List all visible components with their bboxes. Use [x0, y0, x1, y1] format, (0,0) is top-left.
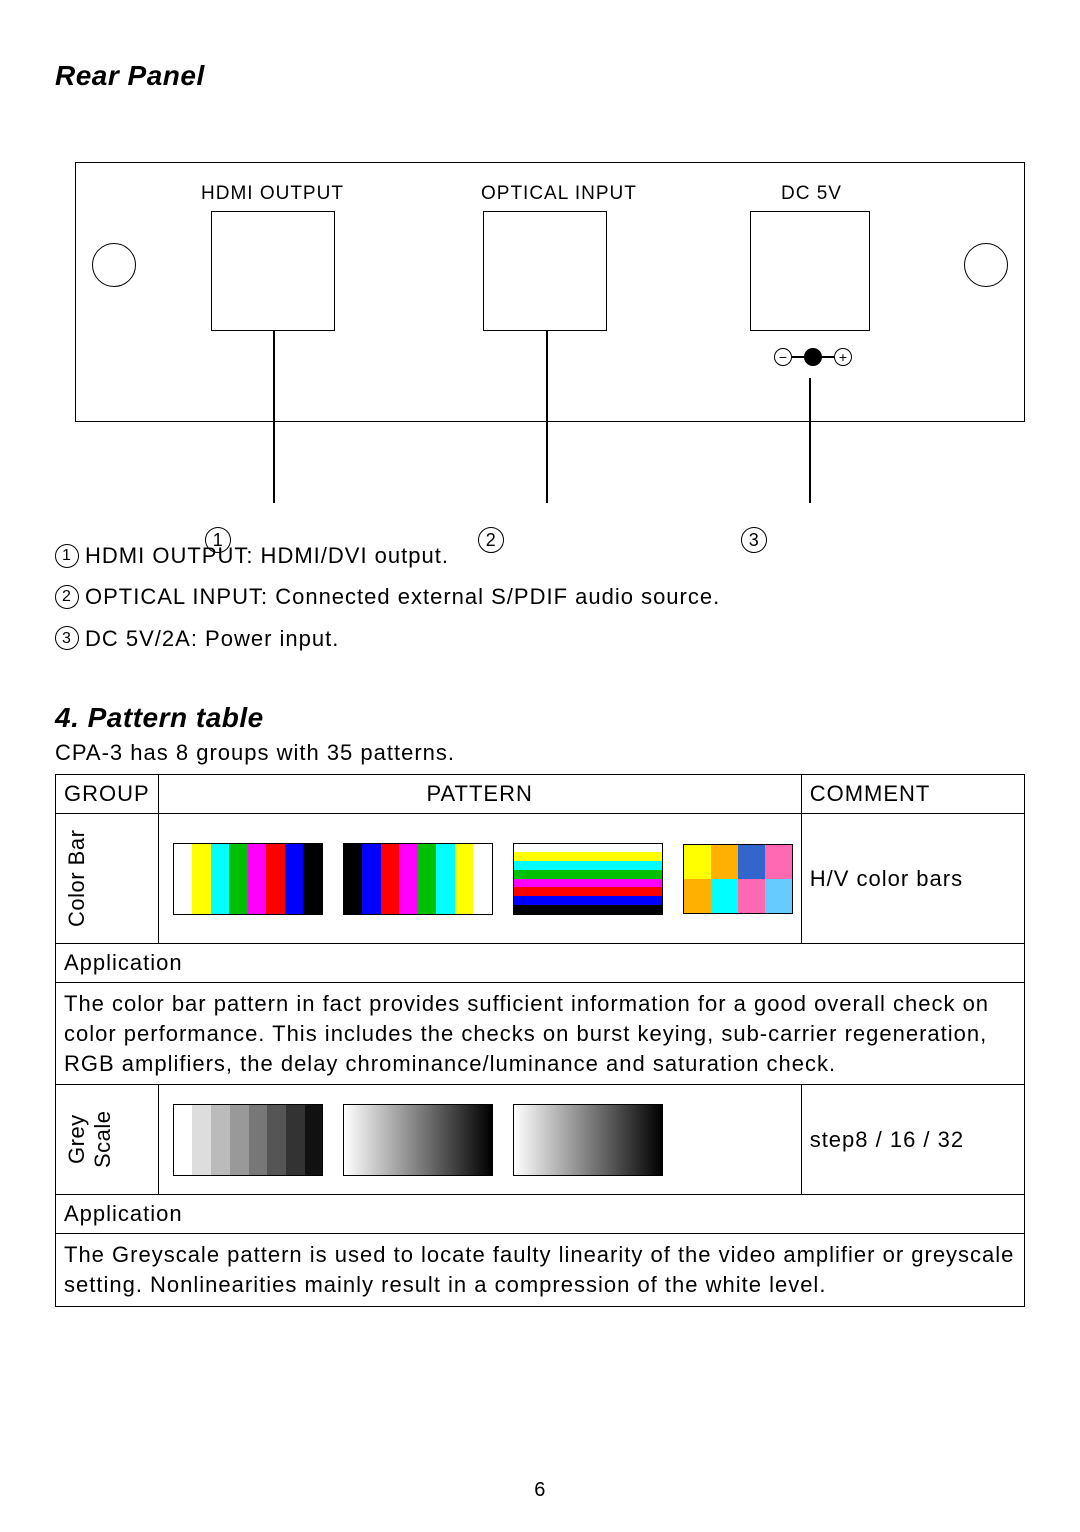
callout-number-3: 3 — [741, 527, 767, 553]
legend-text-3: DC 5V/2A: Power input. — [85, 620, 339, 657]
dc-port-rect — [750, 211, 870, 331]
optical-input-label: OPTICAL INPUT — [481, 183, 637, 205]
legend-text-2: OPTICAL INPUT: Connected external S/PDIF… — [85, 578, 720, 615]
legend-num-3: 3 — [55, 626, 79, 650]
group-grey-scale: Grey Scale — [56, 1085, 159, 1195]
thumbnail-color-bar-vertical-2 — [343, 843, 493, 915]
hdmi-port-rect — [211, 211, 335, 331]
thumbnail-grey-32 — [513, 1104, 663, 1176]
callout-line-2 — [546, 331, 548, 503]
application-body-1: The color bar pattern in fact provides s… — [56, 983, 1025, 1085]
legend-num-1: 1 — [55, 544, 79, 568]
comment-color-bar: H/V color bars — [801, 814, 1024, 944]
polarity-center-icon — [804, 348, 822, 366]
group-color-bar: Color Bar — [56, 814, 159, 944]
legend-num-2: 2 — [55, 585, 79, 609]
rear-panel-diagram: HDMI OUTPUT OPTICAL INPUT DC 5V − + — [75, 162, 1025, 422]
header-comment: COMMENT — [801, 775, 1024, 814]
polarity-plus-icon: + — [834, 348, 852, 366]
callout-number-2: 2 — [478, 527, 504, 553]
pattern-cell-color-bar — [158, 814, 801, 944]
application-body-2: The Greyscale pattern is used to locate … — [56, 1234, 1025, 1306]
callout-number-1: 1 — [205, 527, 231, 553]
pattern-table-intro: CPA-3 has 8 groups with 35 patterns. — [55, 740, 1025, 766]
hdmi-output-label: HDMI OUTPUT — [201, 183, 344, 205]
polarity-minus-icon: − — [774, 348, 792, 366]
page-number: 6 — [0, 1479, 1080, 1502]
thumbnail-color-bar-alt — [683, 844, 793, 914]
application-header-2: Application — [56, 1195, 1025, 1234]
thumbnail-grey-16 — [343, 1104, 493, 1176]
mounting-hole-right — [964, 243, 1008, 287]
thumbnail-grey-8 — [173, 1104, 323, 1176]
header-group: GROUP — [56, 775, 159, 814]
application-header-1: Application — [56, 944, 1025, 983]
optical-port-rect — [483, 211, 607, 331]
comment-grey-scale: step8 / 16 / 32 — [801, 1085, 1024, 1195]
callout-line-3 — [809, 378, 811, 503]
header-pattern: PATTERN — [158, 775, 801, 814]
pattern-cell-grey-scale — [158, 1085, 801, 1195]
dc-polarity-icon: − + — [774, 348, 852, 366]
dc-5v-label: DC 5V — [781, 183, 842, 205]
legend-text-1: HDMI OUTPUT: HDMI/DVI output. — [85, 537, 449, 574]
section-title-pattern-table: 4. Pattern table — [55, 702, 1025, 734]
pattern-table: GROUP PATTERN COMMENT Color Bar H/V colo… — [55, 774, 1025, 1306]
diagram-legend: 1HDMI OUTPUT: HDMI/DVI output. 2OPTICAL … — [55, 537, 1025, 657]
thumbnail-color-bar-vertical-1 — [173, 843, 323, 915]
thumbnail-color-bar-horizontal — [513, 843, 663, 915]
section-title-rear-panel: Rear Panel — [55, 60, 1025, 92]
mounting-hole-left — [92, 243, 136, 287]
callout-line-1 — [273, 331, 275, 503]
